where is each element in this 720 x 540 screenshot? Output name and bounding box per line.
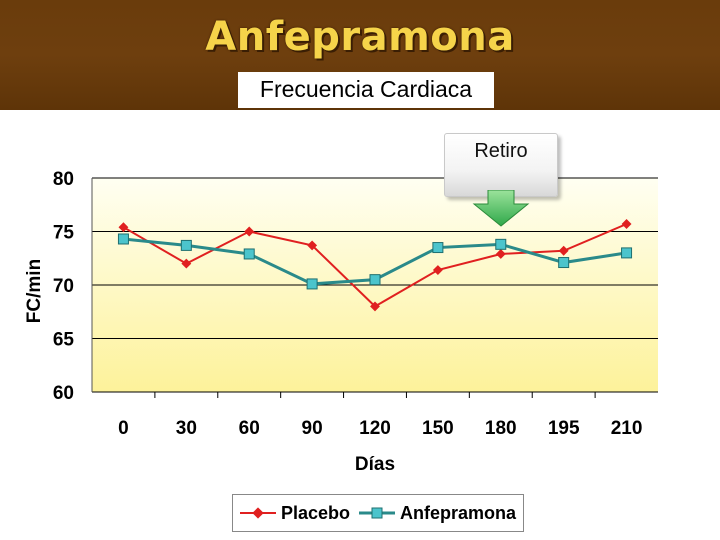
- x-tick-label: 30: [176, 418, 197, 439]
- y-tick-label: 70: [53, 276, 74, 297]
- data-point-placebo: [307, 240, 318, 251]
- y-tick-label: 75: [53, 223, 75, 244]
- data-point-placebo: [244, 226, 255, 237]
- y-axis-label: FC/min: [24, 259, 45, 323]
- data-point-anfepramona: [432, 242, 444, 254]
- data-point-placebo: [432, 265, 443, 275]
- slide-title: Anfepramona: [205, 14, 515, 60]
- data-point-placebo: [181, 258, 192, 269]
- data-point-anfepramona: [495, 238, 507, 250]
- legend-label-placebo: Placebo: [281, 502, 351, 523]
- data-point-anfepramona: [621, 247, 633, 259]
- data-point-anfepramona: [117, 233, 129, 245]
- x-tick-label: 120: [359, 418, 391, 439]
- x-tick-label: 195: [548, 418, 580, 439]
- legend-item-anfepramona: Anfepramona: [358, 503, 516, 524]
- x-tick-label: 180: [485, 418, 517, 439]
- x-tick-label: 0: [118, 418, 129, 439]
- slide-subtitle: Frecuencia Cardiaca: [238, 72, 494, 108]
- data-point-anfepramona: [306, 278, 318, 290]
- x-tick-label: 210: [611, 418, 643, 439]
- legend-label-anfepramona: Anfepramona: [400, 502, 517, 523]
- data-point-placebo: [558, 245, 569, 256]
- data-point-anfepramona: [558, 257, 570, 269]
- data-point-anfepramona: [369, 274, 381, 286]
- x-tick-label: 60: [239, 418, 260, 439]
- y-tick-label: 65: [53, 330, 75, 351]
- legend-anfepramona-marker: [359, 507, 396, 519]
- data-point-placebo: [118, 222, 129, 233]
- data-point-anfepramona: [180, 239, 192, 251]
- chart-legend: Placebo Anfepramona: [232, 494, 524, 532]
- x-tick-label: 90: [302, 418, 323, 439]
- y-tick-label: 80: [53, 169, 74, 190]
- line-chart: 60 65 70 75 80 0 30 60 90 120 150 180 195 210 Días FC/m…: [24, 169, 658, 475]
- data-point-placebo: [621, 219, 632, 229]
- retiro-callout: Retiro: [444, 133, 558, 197]
- x-axis-label: Días: [355, 454, 395, 475]
- legend-placebo-marker: [240, 507, 276, 519]
- legend-item-placebo: Placebo: [239, 503, 350, 524]
- x-tick-label: 150: [422, 418, 454, 439]
- y-tick-label: 60: [53, 383, 74, 404]
- down-arrow-icon: [472, 190, 530, 227]
- retiro-label: Retiro: [474, 140, 528, 162]
- data-point-anfepramona: [243, 248, 255, 260]
